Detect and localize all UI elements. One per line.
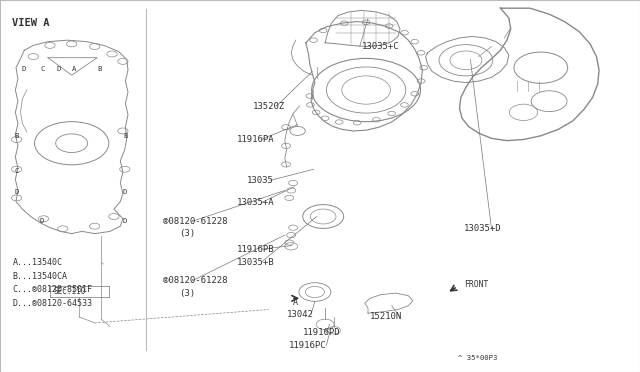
Text: B: B: [123, 133, 127, 139]
Text: A: A: [293, 298, 298, 307]
Text: D: D: [14, 189, 19, 195]
Text: 11916PA: 11916PA: [237, 135, 275, 144]
Bar: [50, 286, 109, 297]
Text: D: D: [123, 218, 127, 224]
Text: 13035+D: 13035+D: [464, 224, 502, 233]
Text: B: B: [14, 133, 19, 139]
Text: B...13540CA: B...13540CA: [13, 272, 68, 280]
Text: FRONT: FRONT: [464, 280, 488, 289]
Text: SEC.110: SEC.110: [53, 287, 86, 296]
Text: 11916PD: 11916PD: [303, 328, 340, 337]
Text: ®08120-61228: ®08120-61228: [163, 276, 228, 285]
Text: (3): (3): [179, 229, 195, 238]
Text: D: D: [123, 189, 127, 195]
Text: D: D: [21, 66, 26, 72]
Text: (3): (3): [179, 289, 195, 298]
Text: 13035+A: 13035+A: [237, 198, 275, 207]
Text: D: D: [56, 66, 61, 72]
Text: 11916PB: 11916PB: [237, 245, 275, 254]
Text: D: D: [40, 218, 44, 224]
Text: C: C: [40, 66, 45, 72]
Text: 13035+C: 13035+C: [362, 42, 399, 51]
Text: D...®08120-64533: D...®08120-64533: [13, 299, 93, 308]
Text: 13520Z: 13520Z: [253, 102, 285, 110]
Text: 11916PC: 11916PC: [289, 341, 327, 350]
Text: ®08120-61228: ®08120-61228: [163, 217, 228, 226]
Text: VIEW A: VIEW A: [12, 18, 49, 28]
Text: 15210N: 15210N: [370, 312, 402, 321]
Text: C: C: [14, 168, 19, 174]
Text: C...®08120-8501F: C...®08120-8501F: [13, 285, 93, 294]
Text: B: B: [97, 66, 102, 72]
Text: ^ 35*00P3: ^ 35*00P3: [458, 355, 497, 361]
Text: A...13540C: A...13540C: [13, 258, 63, 267]
Text: 13035+B: 13035+B: [237, 258, 275, 267]
Text: 13035: 13035: [246, 176, 273, 185]
Text: A: A: [72, 66, 77, 72]
Text: 13042: 13042: [287, 310, 314, 319]
